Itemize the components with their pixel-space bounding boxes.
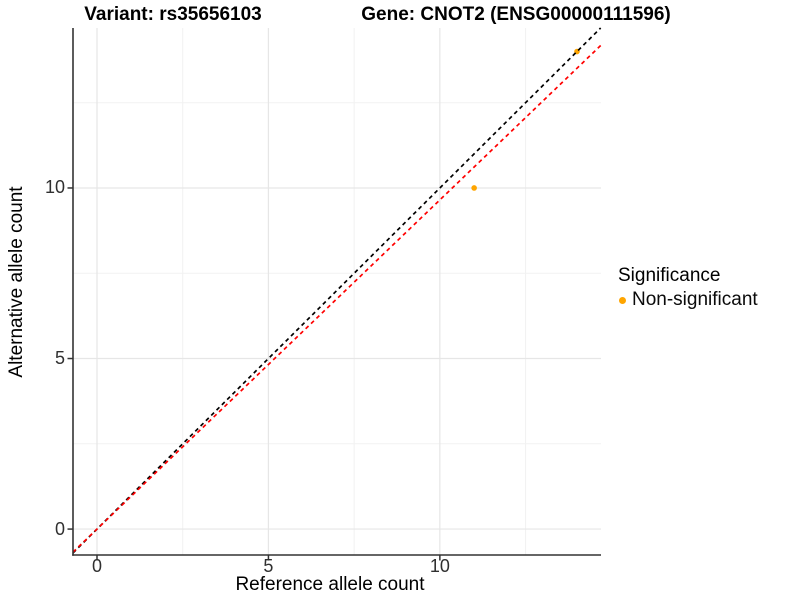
identity-line [72, 27, 602, 554]
y-tick-label: 10 [44, 177, 65, 198]
x-tick-label: 0 [91, 556, 103, 576]
legend-items: Non-significant [616, 288, 758, 312]
x-tick-label: 5 [263, 556, 274, 576]
x-tick-label: 10 [429, 556, 450, 576]
legend-item: Non-significant [616, 288, 758, 312]
legend-point-icon [619, 296, 626, 304]
x-axis-title: Reference allele count [235, 574, 425, 595]
y-tick-label: 5 [54, 348, 65, 369]
gene-title: Gene: CNOT2 (ENSG00000111596) [361, 4, 671, 25]
legend-item-label: Non-significant [632, 289, 758, 310]
variant-title: Variant: rs35656103 [84, 4, 262, 25]
y-tick-label: 0 [54, 518, 65, 539]
data-point [471, 185, 477, 191]
legend-title: Significance [618, 265, 721, 286]
legend: Significance Non-significant [616, 264, 758, 312]
fit-line [72, 44, 602, 553]
